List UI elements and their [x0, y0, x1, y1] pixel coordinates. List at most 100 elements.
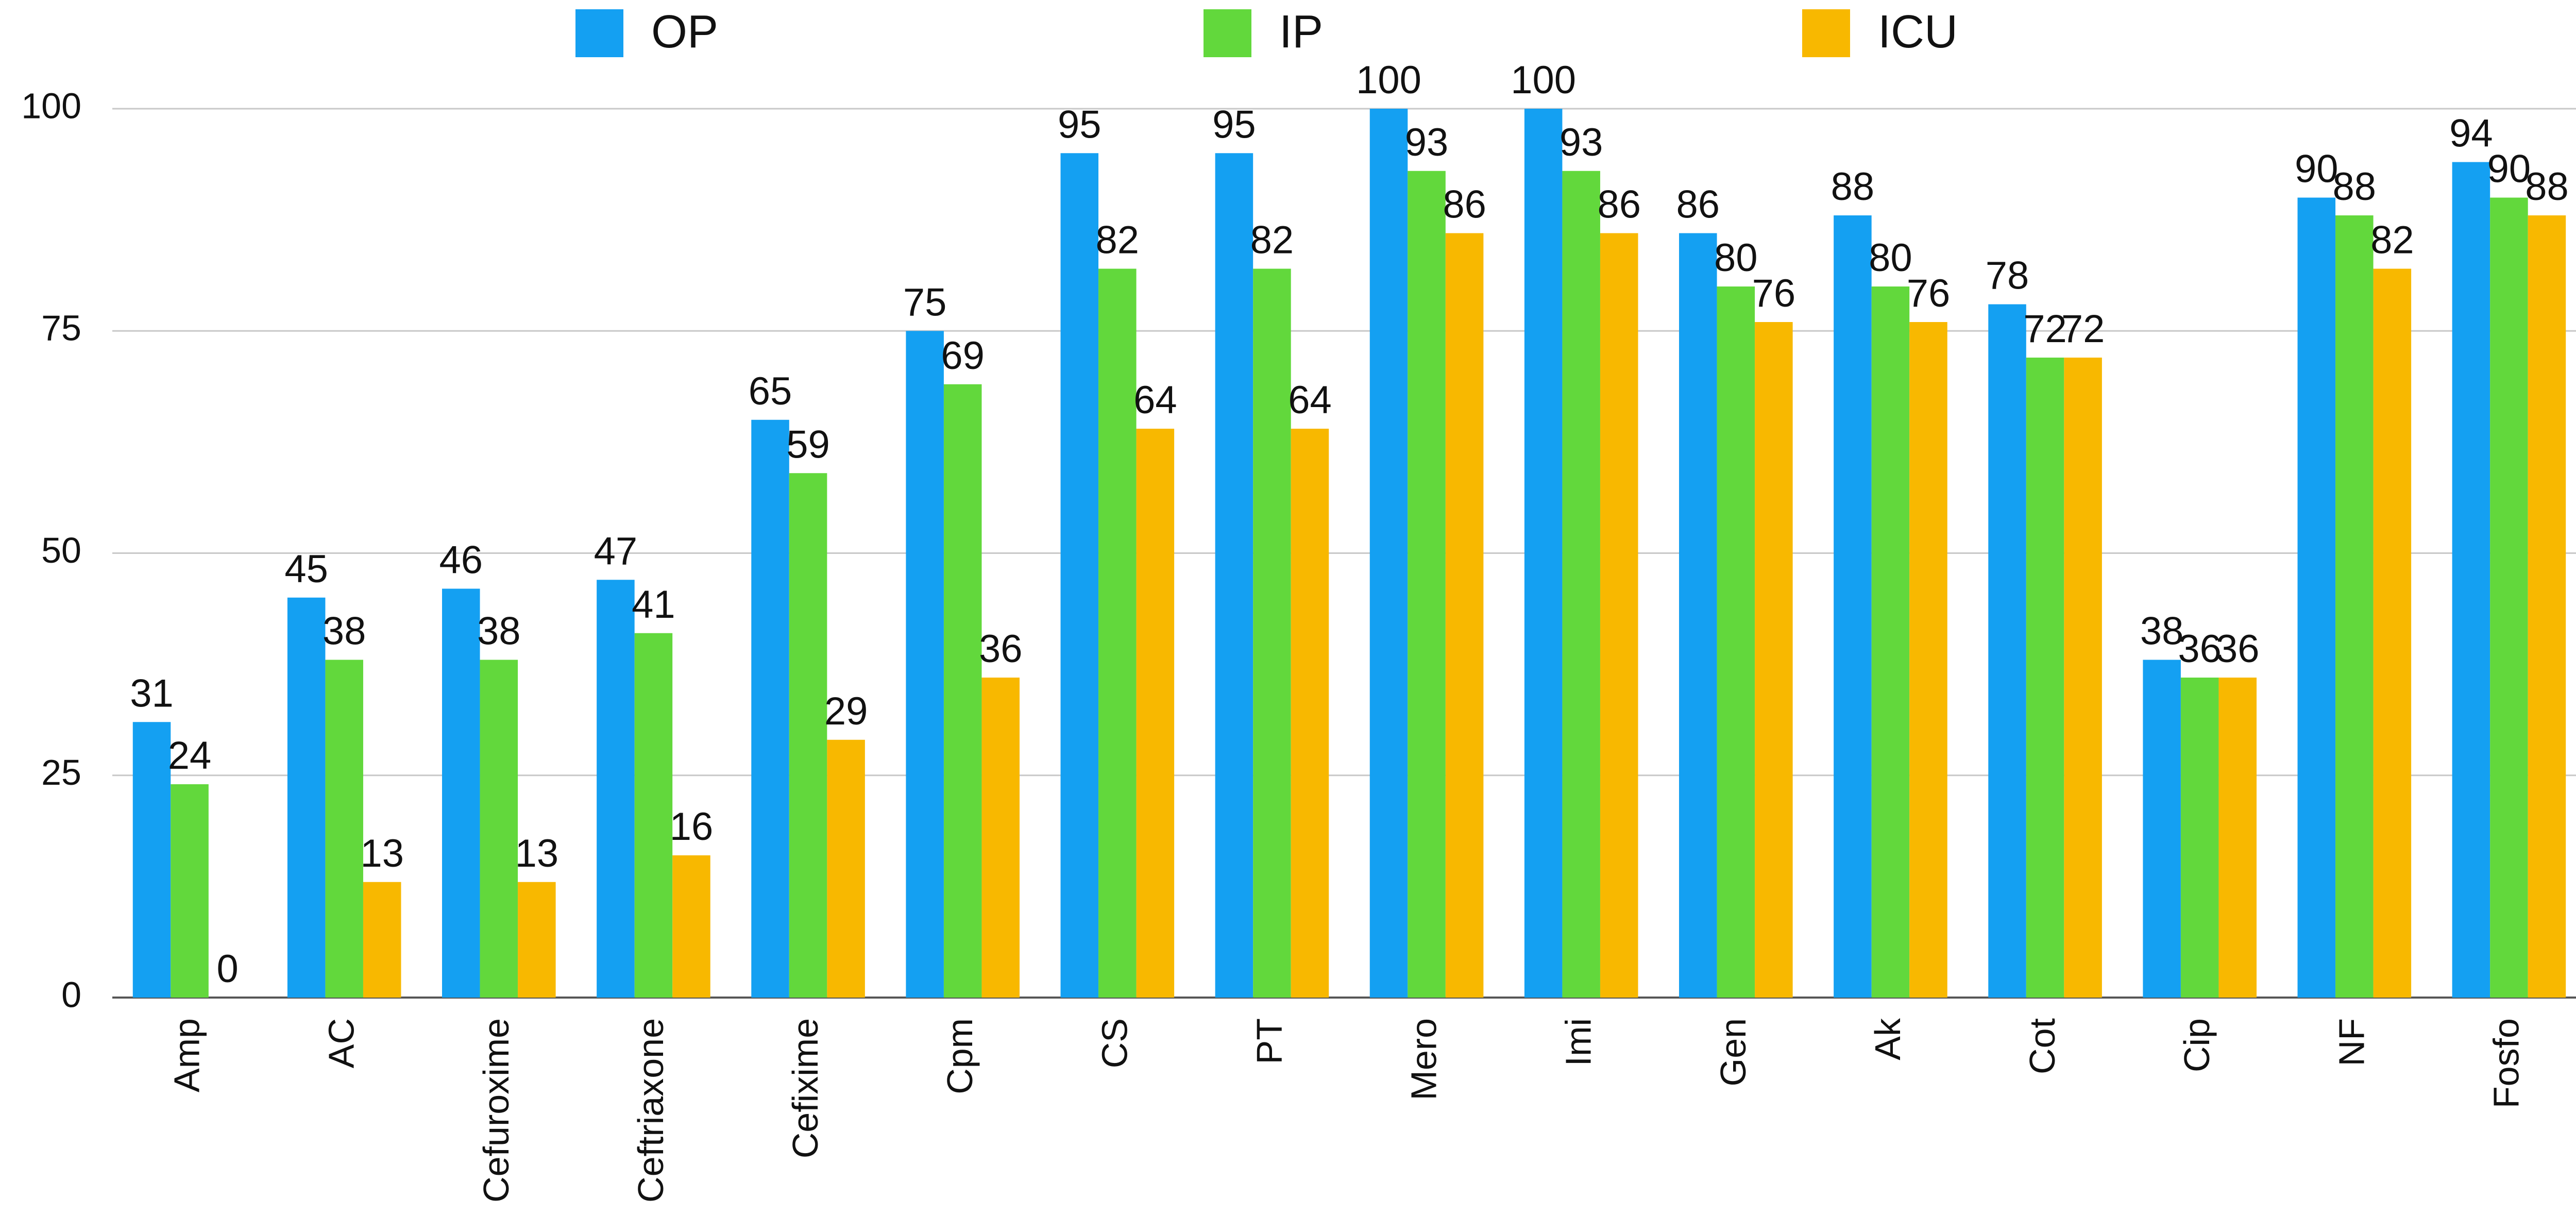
bar: [2064, 358, 2102, 998]
x-tick-label: Cot: [2022, 1018, 2062, 1074]
data-label: 88: [2525, 165, 2569, 209]
data-label: 100: [1356, 58, 1421, 102]
legend-swatch: [1802, 9, 1850, 57]
bar: [1408, 171, 1446, 998]
data-label: 93: [1560, 121, 1603, 164]
bar: [1136, 429, 1175, 998]
bar: [943, 384, 982, 998]
legend-swatch: [1204, 9, 1251, 57]
data-label: 59: [786, 423, 830, 466]
y-tick-label: 25: [41, 752, 81, 792]
bar: [2143, 660, 2181, 998]
bar: [2026, 358, 2064, 998]
x-tick-label: Gen: [1713, 1018, 1753, 1086]
bar: [442, 588, 480, 998]
bar: [1679, 233, 1717, 998]
data-label: 88: [1831, 165, 1875, 209]
x-tick-label: Mero: [1404, 1018, 1444, 1100]
data-label: 38: [477, 610, 521, 653]
data-label: 45: [284, 547, 328, 591]
bar: [1834, 215, 1872, 998]
data-label: 36: [2178, 627, 2222, 671]
data-label: 24: [168, 734, 212, 778]
y-tick-label: 50: [41, 530, 81, 570]
bar: [751, 419, 789, 998]
bar: [2528, 215, 2566, 998]
bar: [1524, 109, 1563, 998]
bar: [2335, 215, 2374, 998]
bar: [1291, 429, 1329, 998]
data-label: 0: [216, 947, 238, 991]
legend-swatch: [575, 9, 623, 57]
data-label: 82: [1096, 218, 1140, 262]
data-label: 88: [2333, 165, 2377, 209]
data-label: 41: [632, 583, 675, 627]
bar: [2218, 678, 2257, 998]
bar: [1215, 153, 1253, 998]
data-label: 36: [2216, 627, 2260, 671]
bar: [981, 678, 1020, 998]
x-tick-label: Cip: [2177, 1018, 2217, 1072]
bar: [2490, 197, 2528, 998]
data-label: 31: [130, 671, 174, 715]
data-label: 16: [670, 805, 714, 849]
bar: [597, 580, 635, 998]
data-label: 80: [1714, 236, 1758, 280]
bar: [325, 660, 363, 998]
bar: [480, 660, 518, 998]
data-label: 86: [1597, 183, 1641, 227]
data-label: 76: [1752, 272, 1796, 315]
bar: [132, 722, 171, 998]
data-label: 75: [903, 280, 947, 324]
x-tick-label: AC: [321, 1018, 362, 1068]
bar: [2373, 268, 2412, 998]
data-label: 65: [749, 369, 792, 413]
data-label: 90: [2295, 147, 2338, 191]
data-label: 80: [1869, 236, 1912, 280]
legend-label: IP: [1279, 6, 1323, 58]
data-label: 47: [594, 529, 638, 573]
data-label: 64: [1133, 378, 1177, 422]
bar: [363, 882, 401, 998]
bar: [1098, 268, 1137, 998]
y-tick-label: 0: [61, 974, 81, 1015]
bar: [634, 633, 673, 998]
legend-label: ICU: [1878, 6, 1958, 58]
bar: [906, 331, 944, 998]
bar: [827, 739, 865, 998]
data-label: 78: [1986, 254, 2029, 298]
x-tick-label: Ceftriaxone: [631, 1018, 671, 1203]
data-label: 86: [1443, 183, 1486, 227]
data-label: 13: [515, 832, 559, 875]
bar: [2180, 678, 2219, 998]
bar: [1871, 286, 1910, 998]
data-label: 90: [2487, 147, 2531, 191]
data-label: 72: [2023, 307, 2067, 351]
x-tick-label: Amp: [167, 1018, 207, 1092]
x-tick-label: Fosfo: [2486, 1018, 2526, 1108]
x-tick-label: Cefuroxime: [476, 1018, 516, 1203]
x-tick-label: Imi: [1558, 1018, 1599, 1066]
bar: [171, 784, 209, 998]
bar: [1755, 322, 1793, 998]
data-label: 76: [1907, 272, 1951, 315]
data-label: 38: [2140, 610, 2184, 653]
x-tick-label: Ak: [1868, 1018, 1908, 1060]
data-label: 69: [941, 334, 985, 378]
y-tick-label: 75: [41, 308, 81, 348]
data-label: 95: [1058, 103, 1101, 146]
data-label: 72: [2061, 307, 2105, 351]
bar: [2452, 162, 2490, 998]
bar: [518, 882, 556, 998]
x-tick-label: Cpm: [940, 1018, 980, 1094]
data-label: 82: [1250, 218, 1294, 262]
bar: [1717, 286, 1755, 998]
bar: [789, 473, 827, 998]
data-label: 29: [824, 689, 868, 733]
bar: [672, 855, 710, 998]
bar: [1445, 233, 1484, 998]
bar: [1909, 322, 1947, 998]
data-label: 86: [1676, 183, 1720, 227]
bar: [2297, 197, 2336, 998]
